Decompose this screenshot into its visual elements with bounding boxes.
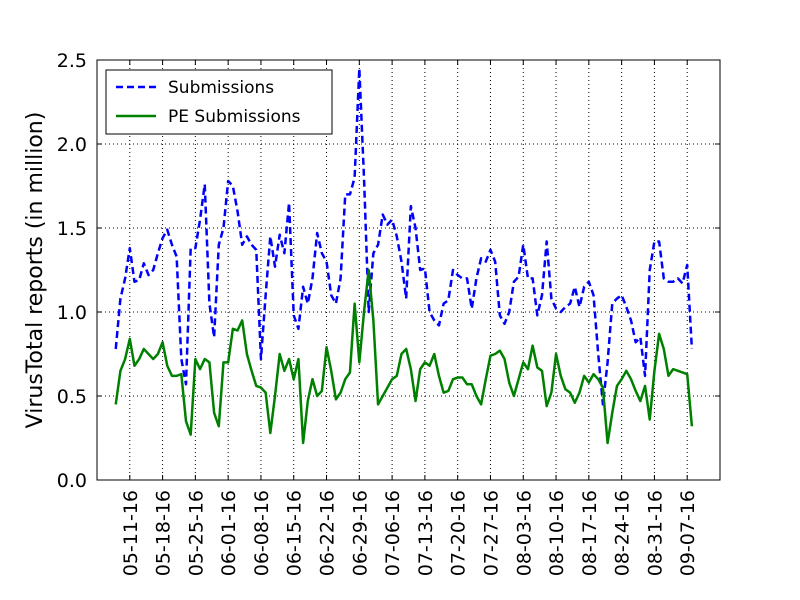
x-tick-label: 06-29-16 (349, 490, 371, 576)
y-tick-label: 2.5 (57, 50, 87, 72)
plot-frame (96, 59, 721, 481)
x-tick-label: 07-20-16 (448, 490, 470, 576)
series-line (114, 268, 694, 445)
x-tick-label: 08-24-16 (612, 490, 634, 576)
x-tick-label: 06-15-16 (284, 490, 306, 576)
y-tick-label: 2.0 (57, 134, 87, 156)
x-tick-label: 08-31-16 (644, 490, 666, 576)
y-tick-label: 1.0 (57, 302, 87, 324)
y-axis-label: VirusTotal reports (in million) (23, 112, 48, 429)
x-tick-label: 07-13-16 (415, 490, 437, 576)
legend-label: PE Submissions (168, 107, 301, 127)
x-tick-label: 08-17-16 (579, 490, 601, 576)
legend-box (105, 69, 333, 135)
x-tick-label: 07-06-16 (382, 490, 404, 576)
y-tick-label: 1.5 (57, 218, 87, 240)
legend-label: Submissions (168, 78, 274, 98)
y-tick-label: 0.0 (57, 470, 87, 492)
legend: Submissions PE Submissions (105, 69, 333, 135)
x-tick-label: 05-25-16 (185, 490, 207, 576)
series-line (114, 67, 694, 406)
x-tick-label: 08-10-16 (546, 490, 568, 576)
x-tick-label: 06-08-16 (251, 490, 273, 576)
y-tick-label: 0.5 (57, 386, 87, 408)
x-tick-label: 09-07-16 (677, 490, 699, 576)
x-tick-label: 08-03-16 (513, 490, 535, 576)
x-tick-label: 06-01-16 (218, 490, 240, 576)
x-tick-label: 07-27-16 (480, 490, 502, 576)
x-tick-label: 05-11-16 (120, 490, 142, 576)
x-tick-label: 06-22-16 (317, 490, 339, 576)
x-tick-label: 05-18-16 (153, 490, 175, 576)
